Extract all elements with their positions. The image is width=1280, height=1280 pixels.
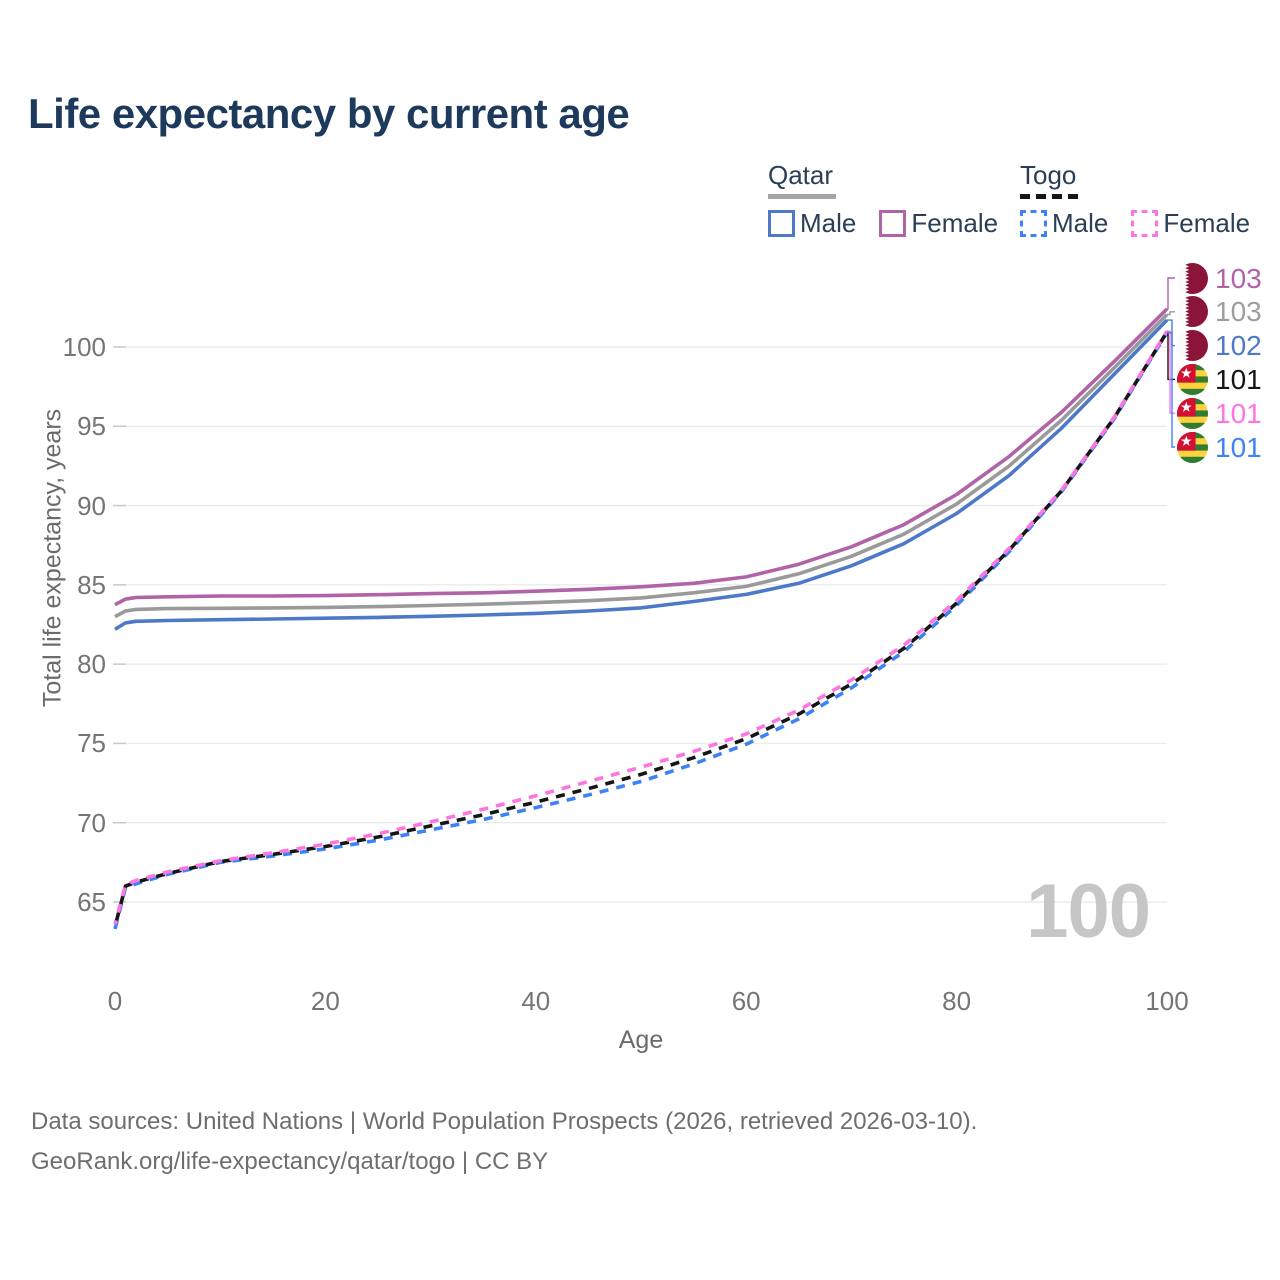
togo-female-swatch-icon — [1131, 210, 1159, 237]
qatar-flag-icon — [1177, 262, 1208, 294]
y-tick-label: 80 — [77, 649, 106, 680]
legend-item-label: Male — [1052, 208, 1109, 238]
x-tick-label: 80 — [942, 986, 972, 1016]
end-label-row: 101 — [1177, 363, 1262, 395]
y-tick-label: 75 — [77, 728, 106, 759]
end-label-value: 101 — [1215, 397, 1262, 429]
end-label-value: 103 — [1215, 262, 1262, 294]
legend-group-qatar: Qatar Male Female — [768, 160, 1014, 239]
qatar-solid-line-sample — [768, 194, 836, 199]
y-tick-label: 70 — [77, 807, 106, 838]
series-line-qatar-female[interactable] — [114, 307, 1169, 607]
legend-group-title-togo[interactable]: Togo — [1020, 160, 1077, 190]
series-line-togo-both-sexes[interactable] — [113, 330, 1169, 928]
end-label-row: 101 — [1177, 431, 1262, 463]
end-label-row: 103 — [1177, 296, 1262, 328]
togo-dashed-line-sample — [1020, 194, 1078, 199]
legend-group-title-qatar[interactable]: Qatar — [768, 160, 834, 190]
legend-item-togo-male[interactable]: Male — [1020, 208, 1108, 239]
page-title: Life expectancy by current age — [28, 90, 630, 137]
y-tick-label: 65 — [77, 887, 106, 917]
hovered-age-watermark: 100 — [1026, 869, 1151, 954]
legend-item-togo-female[interactable]: Female — [1131, 208, 1250, 239]
x-tick-label: 40 — [521, 986, 551, 1016]
togo-male-swatch-icon — [1020, 210, 1047, 237]
x-tick-label: 0 — [107, 986, 123, 1016]
end-label-row: 103 — [1177, 262, 1262, 294]
data-sources-text: Data sources: United Nations | World Pop… — [31, 1108, 978, 1135]
series-line-togo-male[interactable] — [113, 331, 1169, 930]
y-tick-label: 90 — [77, 490, 106, 521]
y-tick-label: 100 — [62, 332, 106, 362]
series-line-qatar-both-sexes[interactable] — [114, 313, 1169, 619]
legend-item-label: Male — [800, 208, 857, 238]
end-label-connector — [1167, 331, 1175, 381]
togo-flag-icon — [1177, 431, 1208, 463]
legend-item-qatar-male[interactable]: Male — [768, 208, 856, 239]
qatar-male-swatch-icon — [768, 210, 795, 237]
togo-flag-icon — [1177, 363, 1208, 395]
legend-item-label: Female — [911, 208, 999, 238]
end-label-row: 101 — [1177, 397, 1262, 429]
series-line-togo-female[interactable] — [113, 330, 1169, 925]
x-tick-label: 100 — [1145, 986, 1189, 1016]
end-label-connector — [1167, 311, 1175, 316]
end-label-connector — [1167, 277, 1175, 310]
end-label-connector — [1167, 332, 1175, 448]
end-label-value: 103 — [1215, 296, 1262, 328]
x-tick-label: 20 — [310, 986, 340, 1016]
end-label-value: 102 — [1215, 330, 1262, 362]
y-tick-label: 95 — [77, 411, 106, 442]
legend-item-qatar-female[interactable]: Female — [879, 208, 998, 239]
legend-group-togo: Togo Male Female — [1020, 160, 1266, 239]
y-tick-label: 85 — [77, 569, 106, 600]
end-label-value: 101 — [1215, 431, 1262, 463]
x-tick-label: 60 — [731, 986, 761, 1016]
qatar-female-swatch-icon — [879, 210, 907, 237]
togo-flag-icon — [1177, 397, 1208, 429]
attribution-link-text: GeoRank.org/life-expectancy/qatar/togo |… — [31, 1148, 549, 1175]
end-label-row: 102 — [1177, 330, 1262, 362]
x-axis-title: Age — [618, 1026, 664, 1054]
series-line-qatar-male[interactable] — [114, 318, 1169, 631]
qatar-flag-icon — [1177, 296, 1208, 328]
legend-item-label: Female — [1163, 208, 1251, 238]
qatar-flag-icon — [1177, 330, 1208, 362]
end-label-value: 101 — [1215, 363, 1262, 395]
